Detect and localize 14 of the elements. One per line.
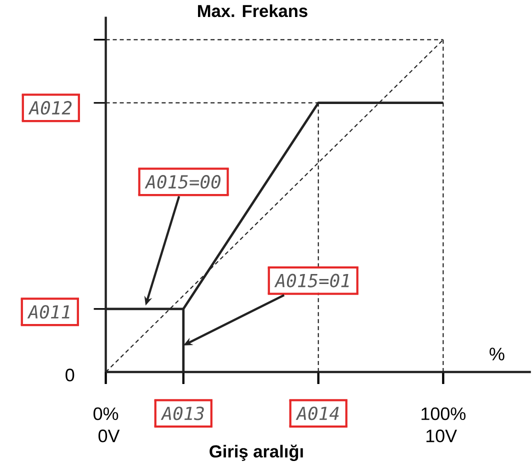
- annotation: %: [490, 348, 504, 360]
- chart-title: Max. Frekans: [198, 4, 308, 18]
- annotation: A015=01: [274, 274, 349, 288]
- annotation: A012: [28, 101, 72, 115]
- x-tick-label: A014: [296, 406, 339, 420]
- text: 0V: [98, 430, 120, 442]
- x-axis-title: Giriş aralığı: [210, 444, 303, 462]
- text: 10V: [426, 430, 457, 442]
- x-tick-label: A013: [160, 406, 204, 420]
- annotation: A011: [27, 305, 70, 319]
- x-tick-label: 100%: [422, 407, 466, 420]
- x-tick-label: 0%: [94, 407, 118, 420]
- annotation: A015=00: [144, 175, 221, 189]
- annotation: 0: [66, 368, 74, 382]
